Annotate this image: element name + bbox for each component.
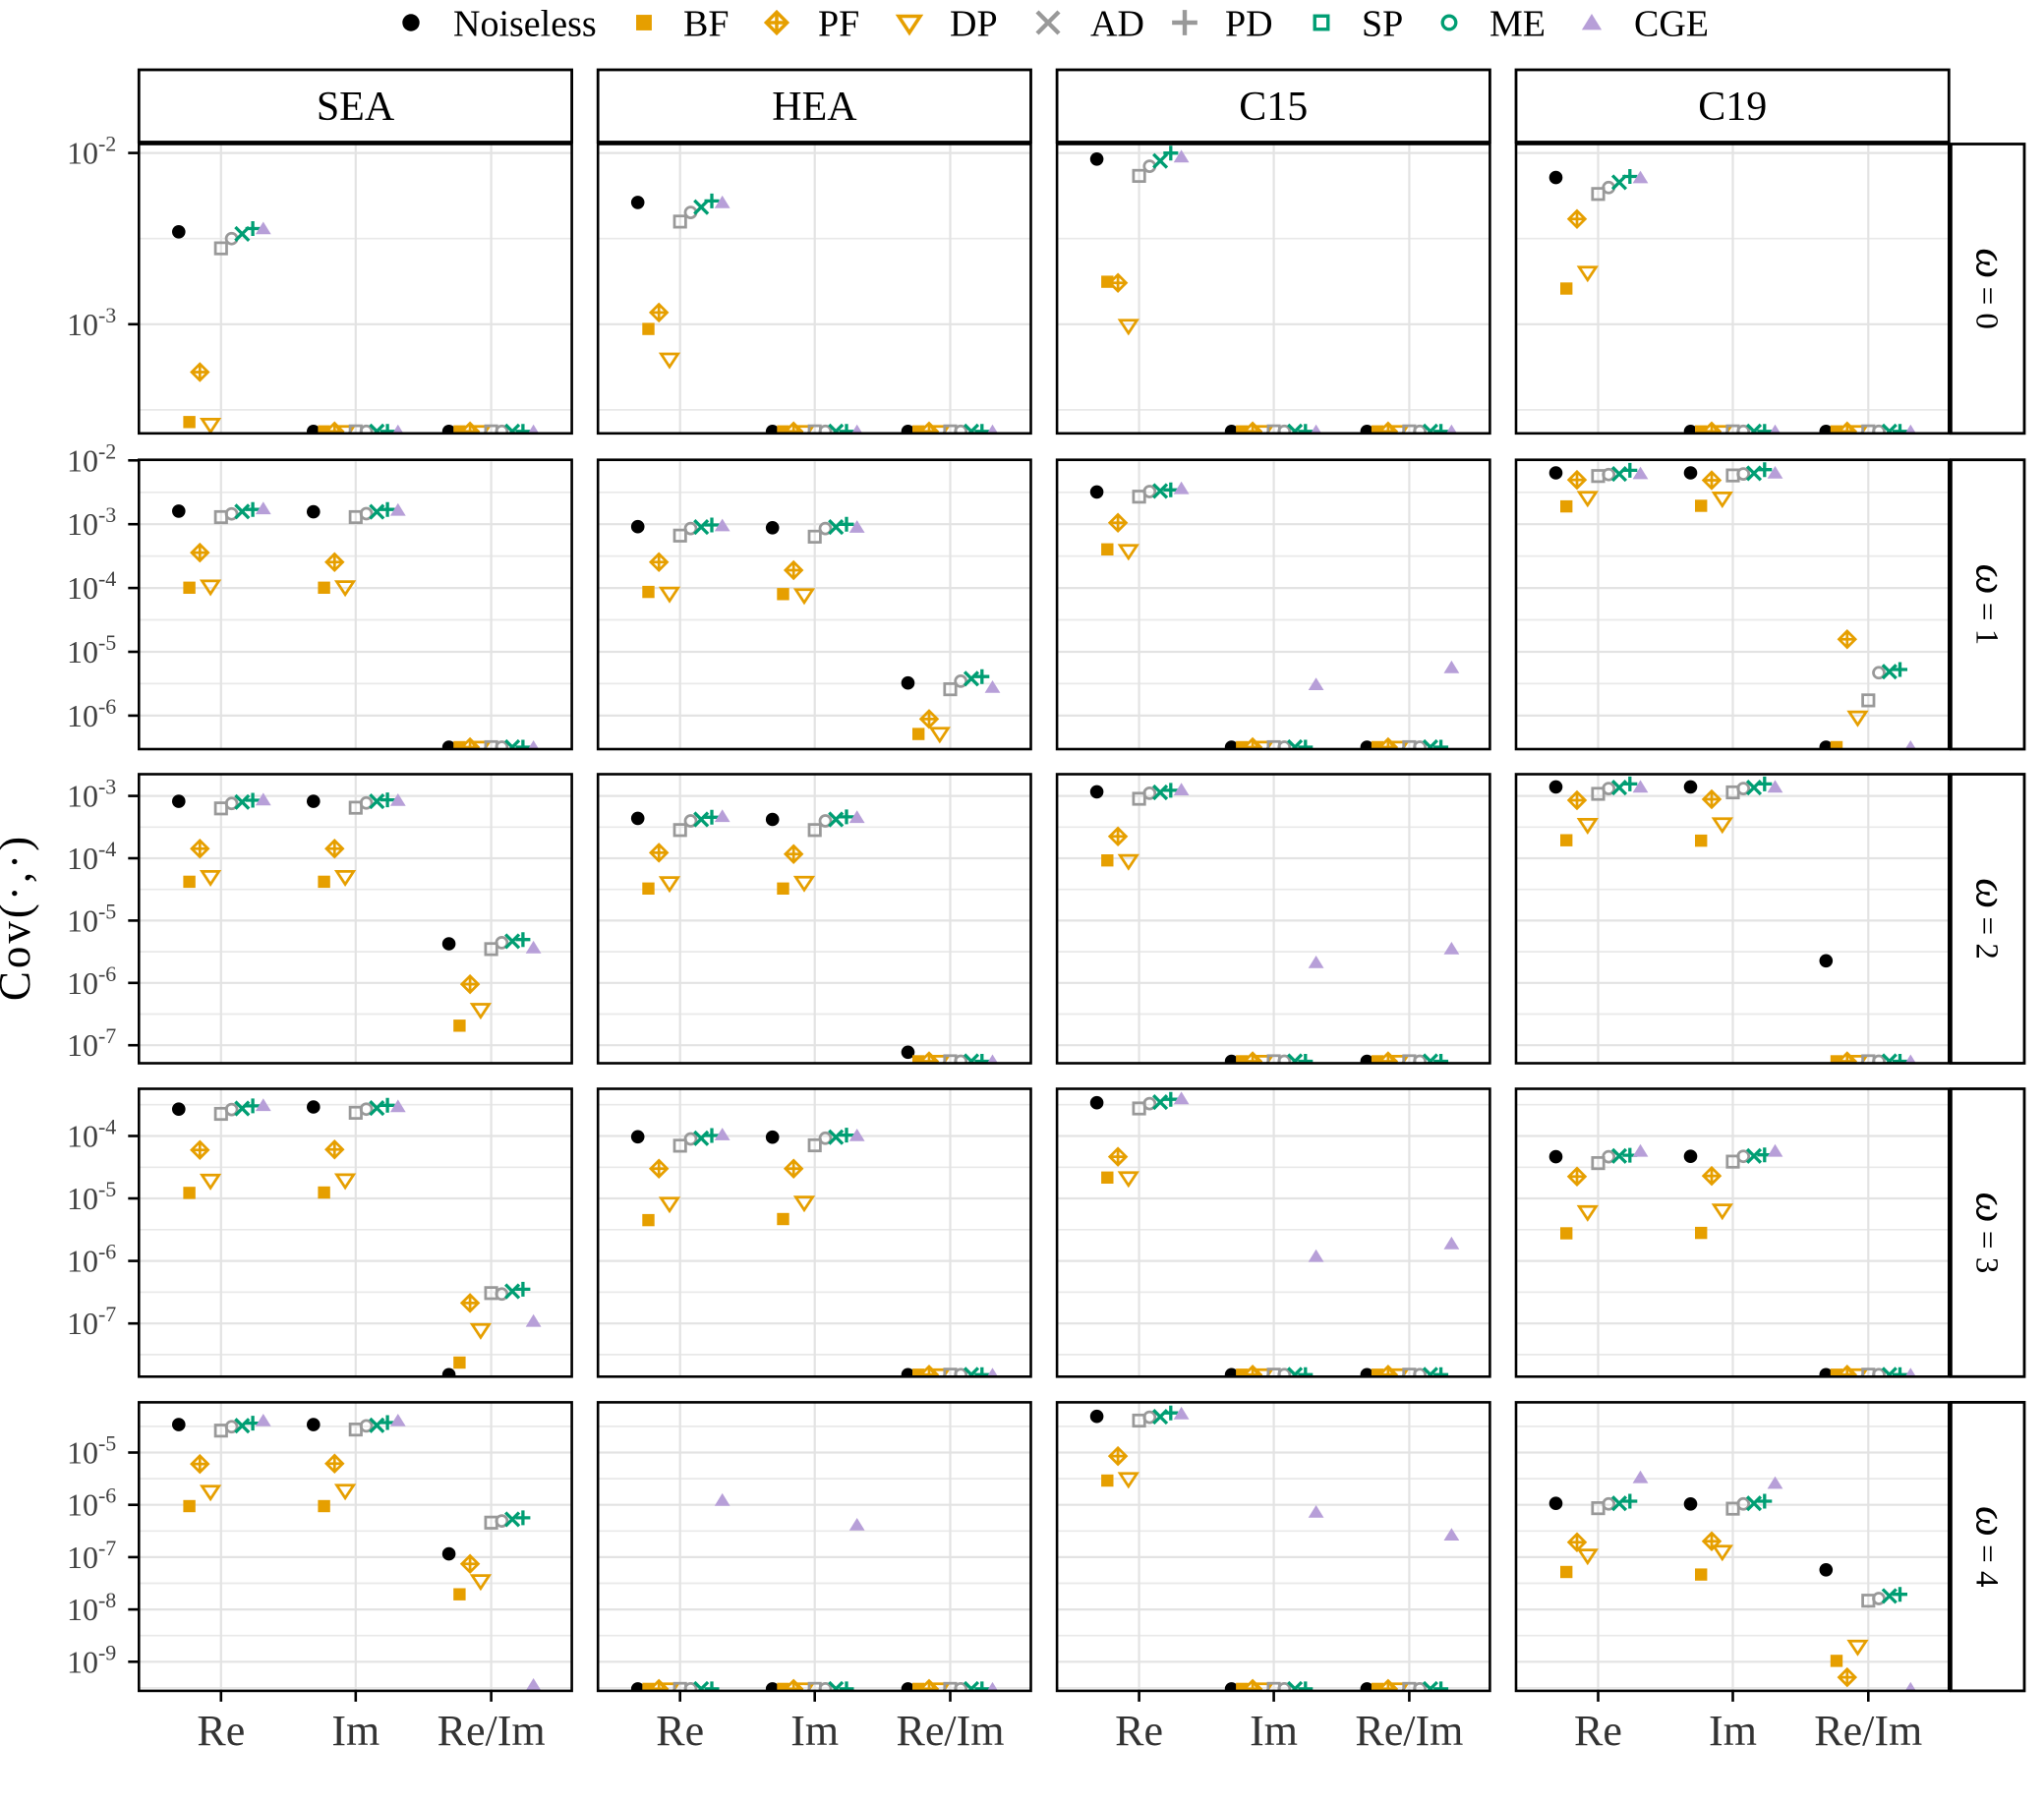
svg-text:10-6: 10-6 bbox=[67, 1240, 116, 1279]
svg-text:10-7: 10-7 bbox=[67, 1302, 116, 1341]
svg-text:CGE: CGE bbox=[1634, 4, 1709, 45]
svg-text:HEA: HEA bbox=[772, 85, 857, 130]
svg-text:Re: Re bbox=[197, 1707, 245, 1755]
svg-text:10-3: 10-3 bbox=[67, 775, 116, 814]
svg-text:C15: C15 bbox=[1239, 85, 1308, 130]
svg-text:10-3: 10-3 bbox=[67, 303, 116, 342]
svg-text:ME: ME bbox=[1489, 4, 1546, 45]
svg-text:Re: Re bbox=[1115, 1707, 1163, 1755]
svg-text:Re: Re bbox=[1574, 1707, 1622, 1755]
svg-text:Im: Im bbox=[790, 1707, 839, 1755]
svg-text:BF: BF bbox=[683, 4, 729, 45]
svg-text:PD: PD bbox=[1225, 4, 1273, 45]
svg-text:DP: DP bbox=[950, 4, 998, 45]
svg-text:10-2: 10-2 bbox=[67, 132, 116, 171]
svg-text:10-3: 10-3 bbox=[67, 502, 116, 542]
svg-text:Re/Im: Re/Im bbox=[897, 1707, 1005, 1755]
svg-text:10-4: 10-4 bbox=[67, 837, 116, 876]
svg-text:Cov(·,·): Cov(·,·) bbox=[0, 834, 39, 1001]
svg-text:Re/Im: Re/Im bbox=[1814, 1707, 1922, 1755]
svg-text:10-6: 10-6 bbox=[67, 1484, 116, 1523]
svg-text:AD: AD bbox=[1090, 4, 1144, 45]
svg-text:Re/Im: Re/Im bbox=[438, 1707, 546, 1755]
svg-text:Noiseless: Noiseless bbox=[453, 4, 597, 45]
svg-text:10-4: 10-4 bbox=[67, 1115, 116, 1154]
svg-text:Im: Im bbox=[1250, 1707, 1298, 1755]
svg-text:PF: PF bbox=[818, 4, 859, 45]
svg-text:Re/Im: Re/Im bbox=[1355, 1707, 1463, 1755]
svg-text:Im: Im bbox=[1709, 1707, 1757, 1755]
svg-text:Im: Im bbox=[331, 1707, 380, 1755]
svg-text:C19: C19 bbox=[1698, 85, 1767, 130]
svg-text:SEA: SEA bbox=[317, 85, 395, 130]
svg-text:Re: Re bbox=[656, 1707, 704, 1755]
svg-text:10-5: 10-5 bbox=[67, 1431, 116, 1471]
svg-text:SP: SP bbox=[1362, 4, 1403, 45]
svg-text:10-4: 10-4 bbox=[67, 566, 116, 606]
svg-text:ω = 4: ω = 4 bbox=[1967, 1506, 2015, 1588]
